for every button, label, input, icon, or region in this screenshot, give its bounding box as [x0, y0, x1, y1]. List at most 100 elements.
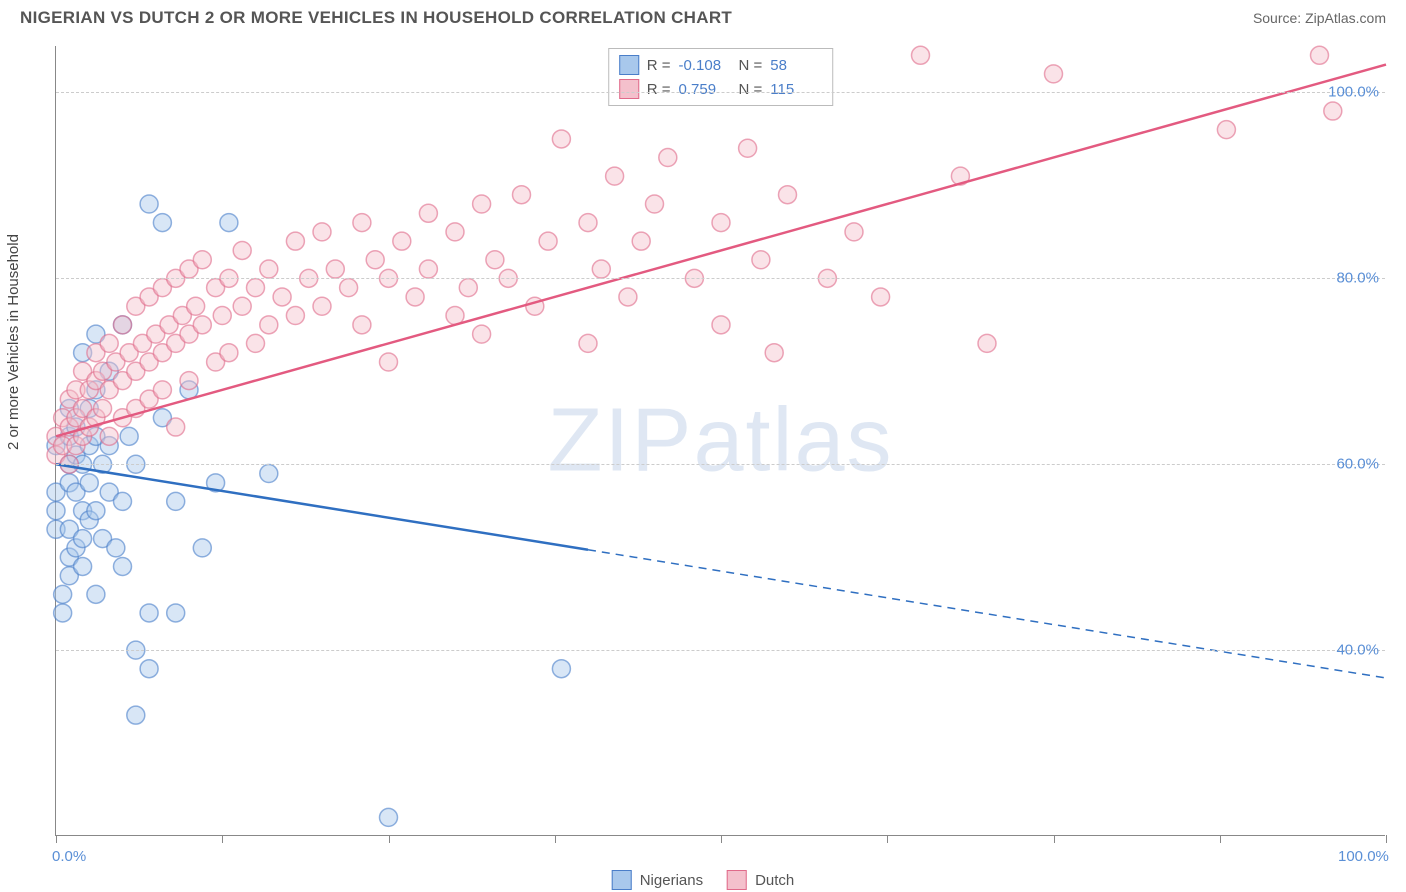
series-legend: Nigerians Dutch — [612, 870, 795, 890]
data-point — [912, 46, 930, 64]
data-point — [167, 604, 185, 622]
data-point — [153, 214, 171, 232]
chart-title: NIGERIAN VS DUTCH 2 OR MORE VEHICLES IN … — [20, 8, 732, 28]
data-point — [87, 585, 105, 603]
data-point — [380, 353, 398, 371]
data-point — [340, 279, 358, 297]
x-tick-label: 0.0% — [52, 848, 86, 865]
data-point — [1045, 65, 1063, 83]
data-point — [579, 334, 597, 352]
x-tick-label: 100.0% — [1338, 848, 1389, 865]
correlation-legend: R = -0.108 N = 58 R = 0.759 N = 115 — [608, 48, 834, 106]
legend-r-value: 0.759 — [679, 81, 731, 98]
x-tick — [1220, 835, 1221, 843]
data-point — [459, 279, 477, 297]
data-point — [353, 316, 371, 334]
data-point — [273, 288, 291, 306]
data-point — [107, 539, 125, 557]
data-point — [845, 223, 863, 241]
data-point — [659, 149, 677, 167]
data-point — [473, 325, 491, 343]
data-point — [978, 334, 996, 352]
data-point — [752, 251, 770, 269]
data-point — [632, 232, 650, 250]
data-point — [260, 465, 278, 483]
gridline — [56, 464, 1385, 465]
data-point — [446, 223, 464, 241]
legend-swatch — [619, 79, 639, 99]
gridline — [56, 278, 1385, 279]
legend-swatch — [727, 870, 747, 890]
data-point — [140, 604, 158, 622]
data-point — [619, 288, 637, 306]
data-point — [187, 297, 205, 315]
legend-item: Dutch — [727, 870, 794, 890]
data-point — [260, 316, 278, 334]
legend-n-value: 115 — [770, 81, 822, 98]
data-point — [486, 251, 504, 269]
data-point — [579, 214, 597, 232]
y-axis-label: 2 or more Vehicles in Household — [5, 234, 22, 450]
data-point — [380, 808, 398, 826]
x-tick — [887, 835, 888, 843]
data-point — [180, 372, 198, 390]
legend-row: R = -0.108 N = 58 — [619, 53, 823, 77]
data-point — [100, 334, 118, 352]
gridline — [56, 650, 1385, 651]
data-point — [779, 186, 797, 204]
data-point — [247, 279, 265, 297]
data-point — [712, 316, 730, 334]
data-point — [153, 381, 171, 399]
legend-n-label: N = — [739, 81, 763, 98]
regression-line-extrapolated — [588, 550, 1386, 678]
data-point — [646, 195, 664, 213]
data-point — [606, 167, 624, 185]
data-point — [140, 660, 158, 678]
scatter-plot-svg — [56, 46, 1385, 835]
data-point — [592, 260, 610, 278]
legend-r-label: R = — [647, 81, 671, 98]
data-point — [233, 241, 251, 259]
data-point — [193, 316, 211, 334]
data-point — [140, 195, 158, 213]
data-point — [120, 427, 138, 445]
legend-series-name: Nigerians — [640, 872, 703, 889]
data-point — [114, 492, 132, 510]
legend-swatch — [619, 55, 639, 75]
data-point — [419, 204, 437, 222]
data-point — [114, 316, 132, 334]
legend-row: R = 0.759 N = 115 — [619, 77, 823, 101]
data-point — [54, 604, 72, 622]
data-point — [80, 474, 98, 492]
data-point — [739, 139, 757, 157]
data-point — [100, 427, 118, 445]
data-point — [47, 502, 65, 520]
data-point — [74, 557, 92, 575]
data-point — [233, 297, 251, 315]
data-point — [393, 232, 411, 250]
legend-swatch — [612, 870, 632, 890]
y-tick-label: 60.0% — [1336, 456, 1379, 473]
y-tick-label: 40.0% — [1336, 642, 1379, 659]
data-point — [220, 214, 238, 232]
legend-n-label: N = — [739, 57, 763, 74]
data-point — [765, 344, 783, 362]
data-point — [313, 297, 331, 315]
data-point — [366, 251, 384, 269]
data-point — [167, 418, 185, 436]
gridline — [56, 92, 1385, 93]
x-tick — [389, 835, 390, 843]
data-point — [353, 214, 371, 232]
chart-header: NIGERIAN VS DUTCH 2 OR MORE VEHICLES IN … — [0, 0, 1406, 32]
data-point — [1311, 46, 1329, 64]
data-point — [247, 334, 265, 352]
data-point — [167, 492, 185, 510]
data-point — [872, 288, 890, 306]
data-point — [326, 260, 344, 278]
legend-n-value: 58 — [770, 57, 822, 74]
data-point — [1217, 121, 1235, 139]
data-point — [539, 232, 557, 250]
data-point — [473, 195, 491, 213]
data-point — [74, 530, 92, 548]
chart-plot-area: ZIPatlas R = -0.108 N = 58 R = 0.759 N =… — [55, 46, 1385, 836]
